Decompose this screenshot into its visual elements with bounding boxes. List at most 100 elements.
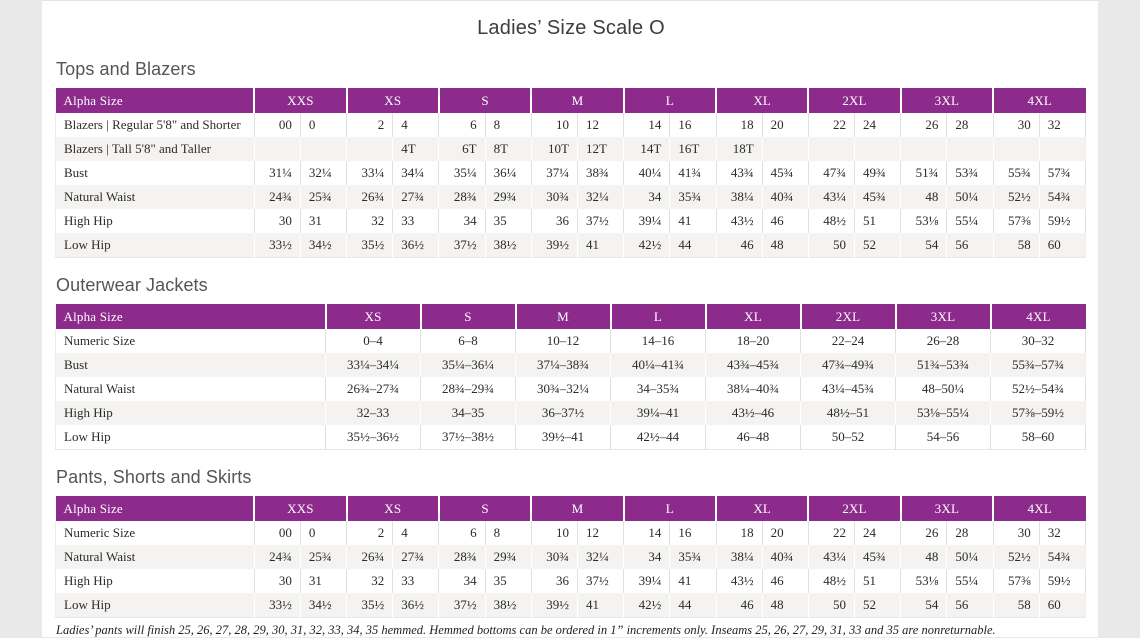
- cell: 10T: [530, 137, 578, 161]
- cell: 41: [576, 233, 624, 258]
- cell: 32: [346, 209, 393, 233]
- cell: 14: [623, 521, 670, 545]
- size-column-header: XXS: [253, 88, 347, 113]
- cell: 18T: [715, 137, 763, 161]
- cell: 46: [761, 209, 809, 233]
- cell: 39¼: [623, 209, 670, 233]
- section-pants-shorts-skirts: Pants, Shorts and Skirts Alpha Size XXS XS S…: [55, 465, 1087, 618]
- cell: 36: [530, 569, 578, 593]
- cell: 36½: [392, 593, 439, 618]
- cell: 10–12: [515, 329, 611, 353]
- cell: 39½–41: [515, 425, 611, 450]
- cell: 43¾: [715, 161, 763, 185]
- cell: 34¼: [392, 161, 439, 185]
- cell: 43¼: [807, 545, 855, 569]
- size-column-header: L: [609, 304, 706, 329]
- cell: 38¼: [715, 185, 763, 209]
- size-column-header: S: [419, 304, 516, 329]
- cell: 47¾–49¾: [800, 353, 896, 377]
- size-column-header: XL: [714, 88, 809, 113]
- cell: 30¾: [530, 545, 578, 569]
- cell: [807, 137, 855, 161]
- cell: 54: [900, 233, 947, 258]
- cell: 34: [623, 545, 670, 569]
- tops-and-blazers-table: Alpha Size XXS XS S M L XL 2XL 3XL 4XL Blazers | R…: [55, 88, 1087, 258]
- row-label: Natural Waist: [55, 545, 255, 569]
- cell: 34: [623, 185, 670, 209]
- cell: 55¾: [992, 161, 1040, 185]
- cell: 35¾: [669, 185, 716, 209]
- cell: 46: [715, 593, 763, 618]
- cell: 44: [669, 593, 716, 618]
- cell: 38½: [484, 233, 532, 258]
- cell: 59½: [1038, 209, 1087, 233]
- size-column-header: 2XL: [807, 496, 901, 521]
- cell: 50: [807, 233, 855, 258]
- cell: [992, 137, 1040, 161]
- cell: 24: [854, 521, 901, 545]
- cell: 33½: [253, 233, 301, 258]
- section-title: Tops and Blazers: [56, 59, 196, 79]
- footnote: Ladies’ pants will finish 25, 26, 27, 28…: [56, 623, 996, 637]
- cell: 59½: [1038, 569, 1087, 593]
- cell: 20: [761, 521, 809, 545]
- cell: 16: [669, 521, 716, 545]
- cell: 49¾: [854, 161, 901, 185]
- cell: 43½: [715, 569, 763, 593]
- cell: 37½: [438, 593, 486, 618]
- cell: 37½: [576, 569, 624, 593]
- cell: 6T: [438, 137, 486, 161]
- cell: 8: [484, 113, 532, 137]
- cell: 00: [253, 113, 301, 137]
- size-column-header: L: [622, 88, 716, 113]
- cell: 43½: [715, 209, 763, 233]
- cell: 48: [900, 545, 947, 569]
- cell: 33¼–34¼: [325, 353, 421, 377]
- cell: 48: [900, 185, 947, 209]
- cell: 51¾: [900, 161, 947, 185]
- cell: 51¾–53¾: [895, 353, 991, 377]
- cell: 26¾–27¾: [325, 377, 421, 401]
- row-label: Natural Waist: [55, 377, 326, 401]
- cell: 34½: [299, 233, 347, 258]
- cell: 36: [530, 209, 578, 233]
- cell: 52: [854, 233, 901, 258]
- cell: 46–48: [705, 425, 801, 450]
- cell: 39½: [530, 233, 578, 258]
- section-title: Pants, Shorts and Skirts: [56, 467, 252, 487]
- cell: 22: [807, 113, 855, 137]
- row-label: High Hip: [55, 401, 326, 425]
- cell: 37½–38½: [420, 425, 516, 450]
- section-outerwear-jackets: Outerwear Jackets Alpha Size XS S M L XL 2XL 3XL…: [55, 273, 1087, 450]
- cell: 35¾: [669, 545, 716, 569]
- cell: 35: [484, 209, 532, 233]
- size-column-header: 3XL: [899, 496, 994, 521]
- cell: 42½: [623, 233, 670, 258]
- cell: 50¼: [946, 545, 994, 569]
- cell: 38¼: [715, 545, 763, 569]
- cell: 58–60: [990, 425, 1086, 450]
- size-column-header: 4XL: [992, 88, 1086, 113]
- section-title: Outerwear Jackets: [56, 275, 208, 295]
- cell: 33: [392, 209, 439, 233]
- cell: 00: [253, 521, 301, 545]
- cell: 56: [946, 593, 994, 618]
- cell: 24: [854, 113, 901, 137]
- cell: 53⅛: [900, 569, 947, 593]
- cell: 40¼–41¾: [610, 353, 706, 377]
- cell: 2: [346, 521, 393, 545]
- size-column-header: M: [530, 496, 624, 521]
- cell: 14–16: [610, 329, 706, 353]
- cell: 14T: [623, 137, 670, 161]
- cell: 41: [576, 593, 624, 618]
- cell: 48: [761, 233, 809, 258]
- cell: 40¾: [761, 545, 809, 569]
- cell: 24¾: [253, 545, 301, 569]
- page-title: Ladies’ Size Scale O: [477, 17, 665, 39]
- cell: 0: [299, 521, 347, 545]
- cell: 45¾: [761, 161, 809, 185]
- cell: 32: [346, 569, 393, 593]
- cell: 38½: [484, 593, 532, 618]
- cell: 52: [854, 593, 901, 618]
- cell: 6: [438, 521, 486, 545]
